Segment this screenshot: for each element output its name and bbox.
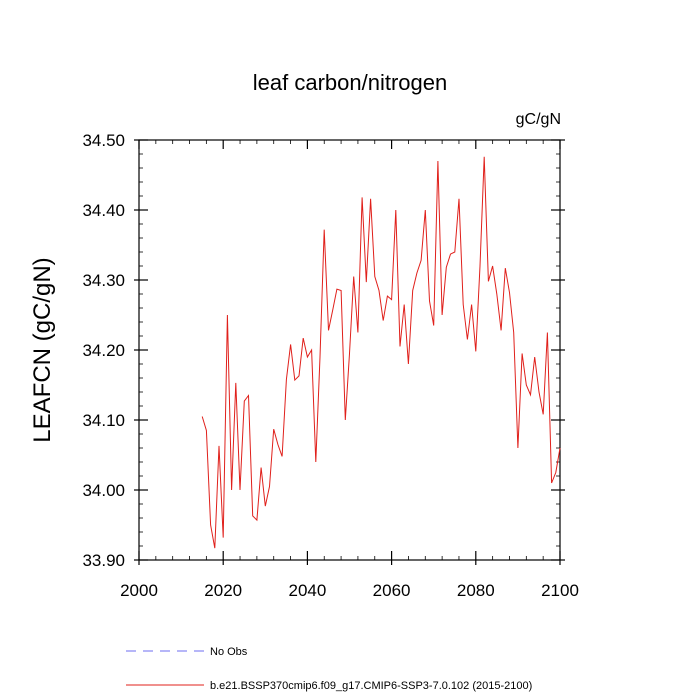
legend-entry-no-obs: No Obs	[126, 646, 248, 658]
legend-label-model: b.e21.BSSP370cmip6.f09_g17.CMIP6-SSP3-7.…	[210, 680, 532, 692]
x-tick-label-2080: 2080	[457, 581, 495, 600]
x-axis: 2000 2020 2040 2060 2080 2100	[120, 140, 579, 600]
x-tick-label-2020: 2020	[204, 581, 242, 600]
y-tick-label-34.00: 34.00	[82, 481, 125, 500]
plot-area: 2000 2020 2040 2060 2080 2100 33.90 34.00 34.10…	[82, 131, 578, 600]
units-label: gC/gN	[516, 111, 561, 128]
y-tick-label-34.20: 34.20	[82, 341, 125, 360]
y-tick-label-34.10: 34.10	[82, 411, 125, 430]
x-tick-label-2000: 2000	[120, 581, 158, 600]
y-axis-label: LEAFCN (gC/gN)	[29, 257, 56, 442]
x-tick-label-2060: 2060	[373, 581, 411, 600]
y-tick-label-33.90: 33.90	[82, 551, 125, 570]
y-tick-label-34.40: 34.40	[82, 201, 125, 220]
x-tick-label-2040: 2040	[288, 581, 326, 600]
legend-entry-model: b.e21.BSSP370cmip6.f09_g17.CMIP6-SSP3-7.…	[126, 680, 532, 692]
legend: No Obs b.e21.BSSP370cmip6.f09_g17.CMIP6-…	[126, 646, 532, 692]
y-tick-label-34.50: 34.50	[82, 131, 125, 150]
y-tick-label-34.30: 34.30	[82, 271, 125, 290]
series-line	[201, 156, 561, 549]
minor-ticks	[139, 140, 560, 560]
x-tick-label-2100: 2100	[541, 581, 579, 600]
chart-title: leaf carbon/nitrogen	[253, 70, 447, 95]
legend-label-no-obs: No Obs	[210, 646, 248, 658]
y-axis: 33.90 34.00 34.10 34.20 34.30 34.40 34.50	[82, 131, 565, 570]
